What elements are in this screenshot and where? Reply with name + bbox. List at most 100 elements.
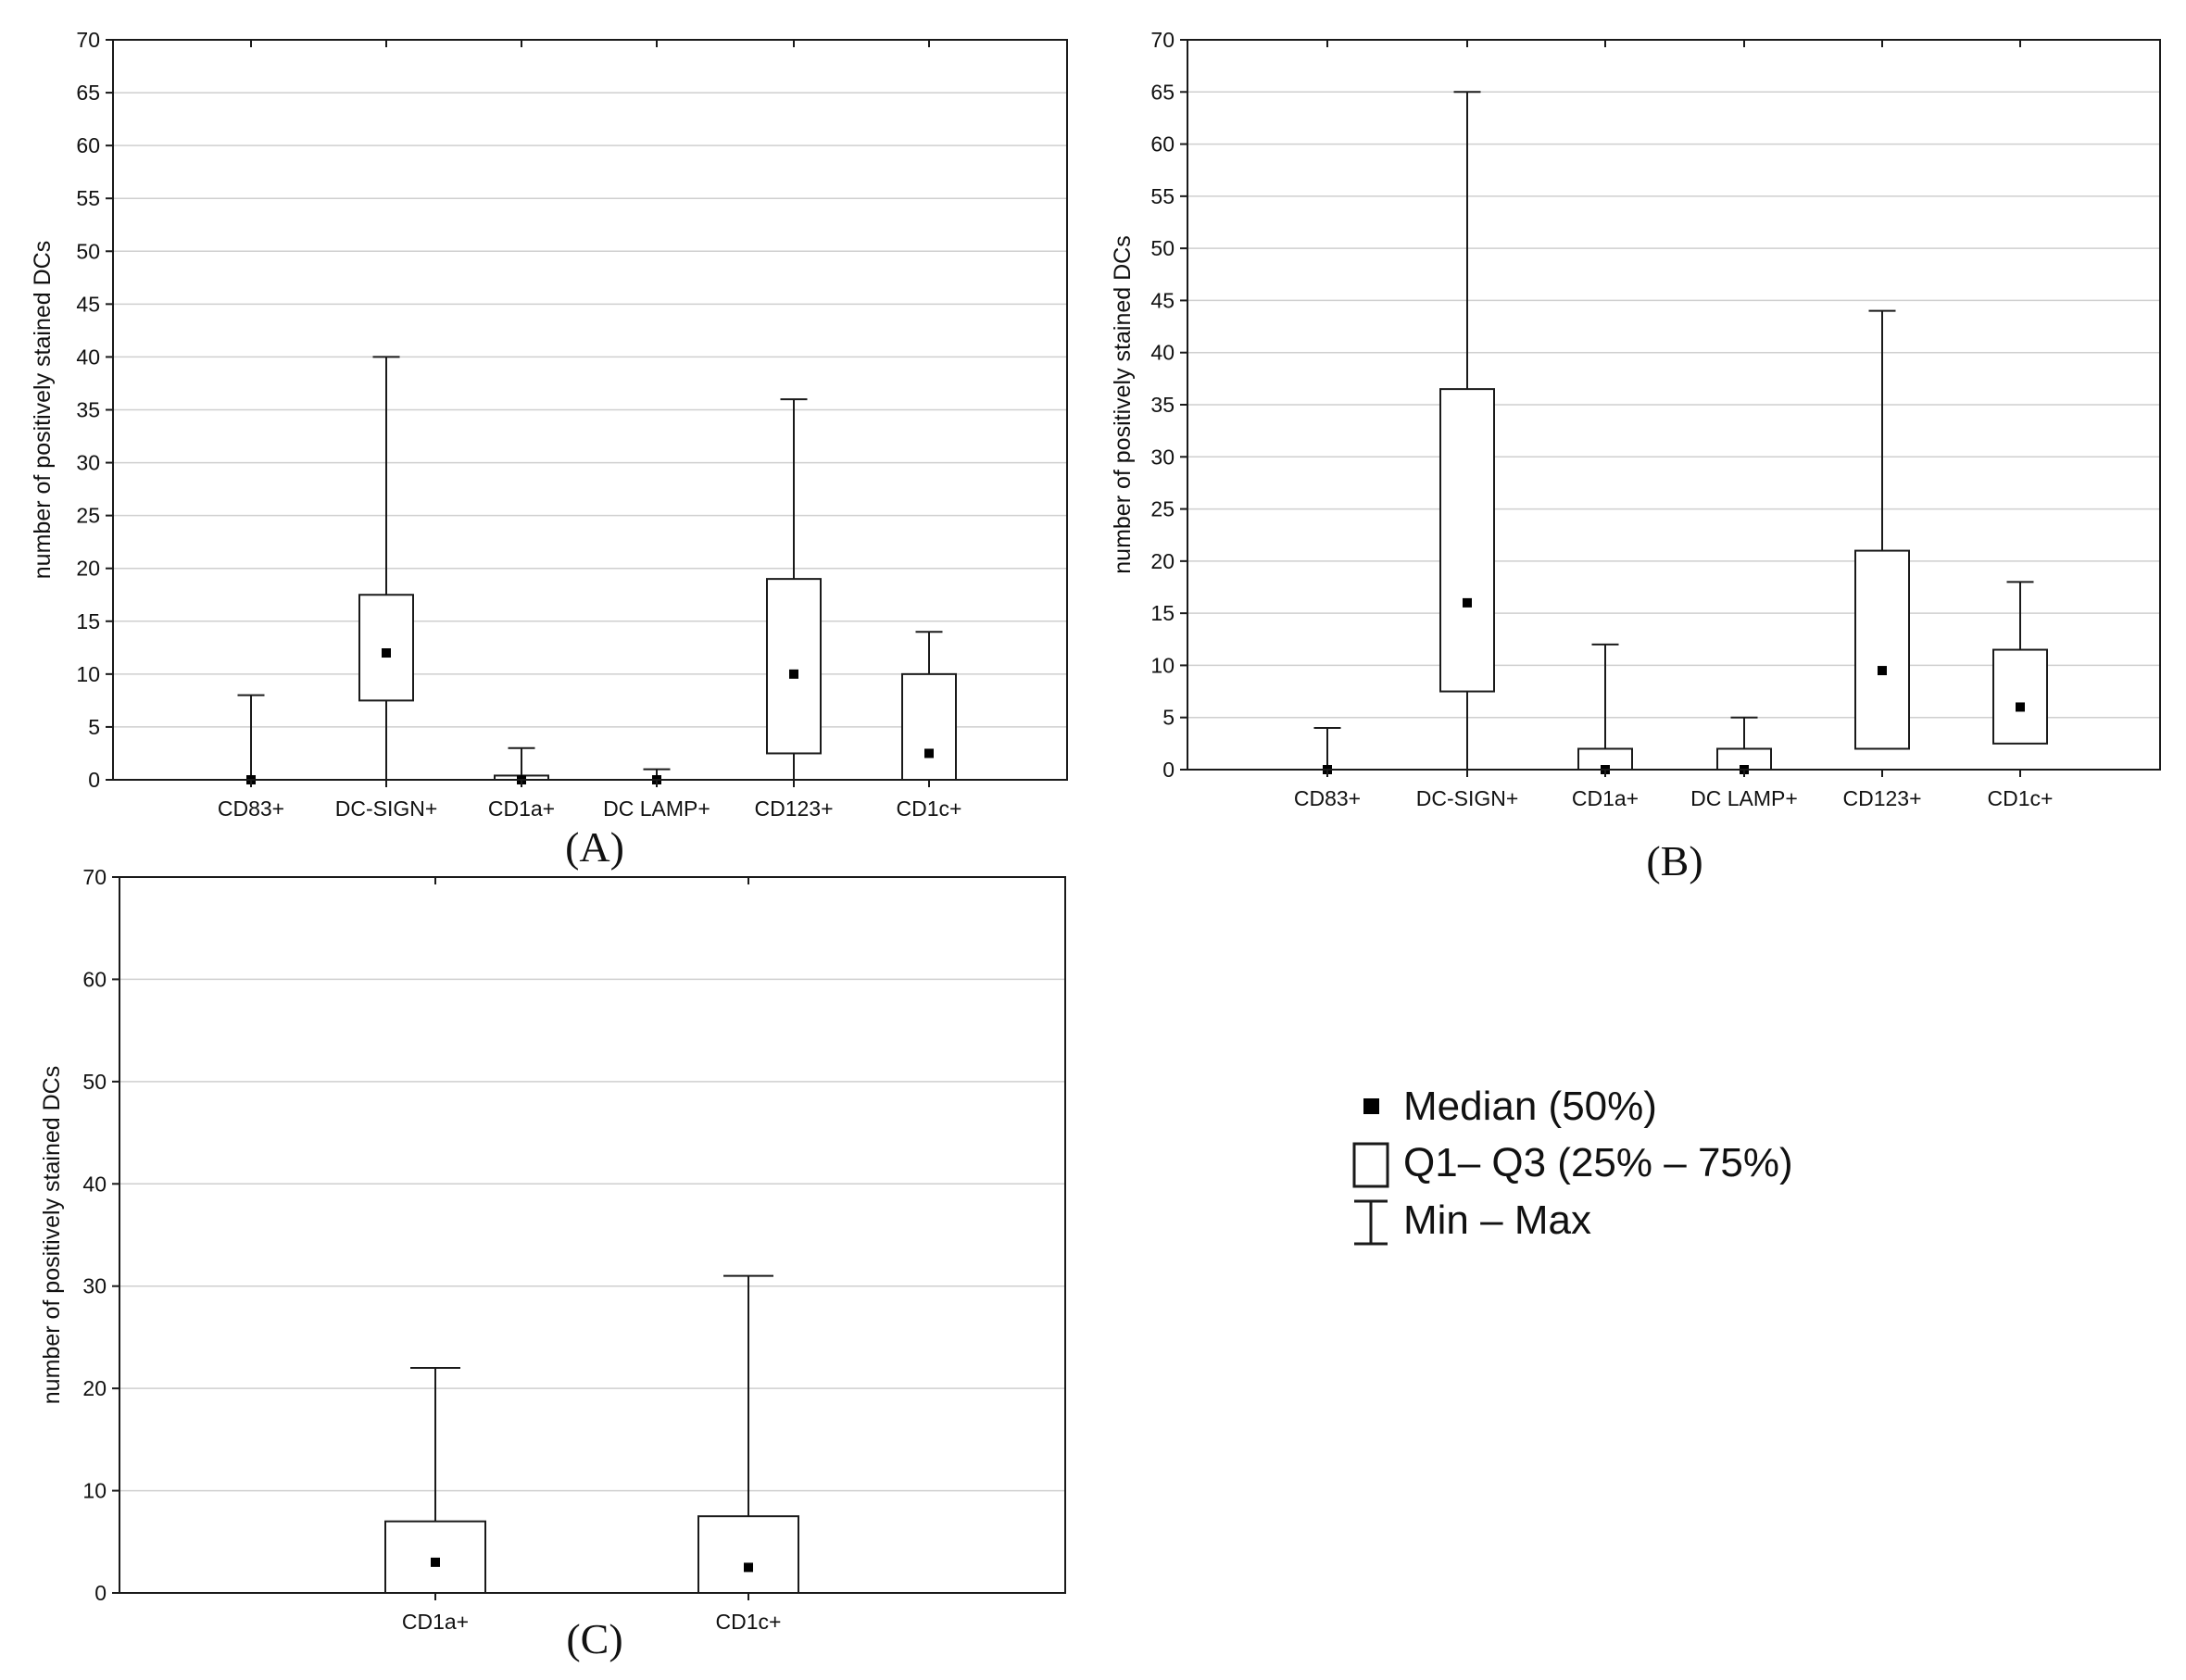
median-marker bbox=[1463, 597, 1472, 608]
panel-b-y-tick-label: 45 bbox=[1150, 288, 1175, 312]
panel-c-label: (C) bbox=[566, 1615, 622, 1662]
panel-c-y-tick-label: 40 bbox=[82, 1172, 107, 1196]
iqr-box bbox=[1439, 388, 1495, 693]
panel-c-y-tick-label: 10 bbox=[82, 1479, 107, 1503]
panel-c-y-axis-label: number of positively stained DCs bbox=[39, 1066, 65, 1404]
median-marker bbox=[382, 648, 391, 658]
panel-a-label: (A) bbox=[565, 823, 624, 871]
panel-b-y-tick-label: 35 bbox=[1150, 393, 1175, 417]
iqr-box bbox=[901, 672, 957, 781]
panel-b-y-tick-label: 15 bbox=[1150, 601, 1175, 625]
iqr-box bbox=[766, 578, 822, 755]
panel-a-box-6 bbox=[901, 631, 957, 781]
panel-a-y-tick-label: 55 bbox=[76, 186, 100, 210]
legend-range-label: Min – Max bbox=[1403, 1197, 1591, 1243]
median-marker bbox=[431, 1557, 440, 1567]
panel-b: 0 5 10 15 20 25 30 35 40 45 50 55 60 65 70 CD83+ DC-SIG… bbox=[1110, 28, 2161, 884]
panel-c-y-tick-label: 70 bbox=[82, 865, 107, 889]
panel-c-y-tick-label: 60 bbox=[82, 967, 107, 991]
panel-b-box-3 bbox=[1577, 643, 1633, 774]
legend-median-label: Median (50%) bbox=[1403, 1084, 1657, 1129]
panel-a-y-tick-label: 0 bbox=[88, 768, 100, 792]
panel-b-y-tick-label: 25 bbox=[1150, 497, 1175, 521]
iqr-box bbox=[697, 1515, 799, 1595]
iqr-box bbox=[358, 594, 414, 702]
iqr-box bbox=[1854, 549, 1910, 750]
panel-c-boxes bbox=[384, 1274, 799, 1595]
panel-a-box-5 bbox=[766, 398, 822, 781]
panel-b-y-tick-label: 20 bbox=[1150, 549, 1175, 573]
panel-b-x-tick-label: CD1c+ bbox=[1988, 786, 2054, 810]
panel-a-grid bbox=[113, 92, 1067, 728]
iqr-box bbox=[384, 1520, 486, 1594]
panel-c-y-tick-label: 30 bbox=[82, 1274, 107, 1298]
panel-b-y-axis-label: number of positively stained DCs bbox=[1110, 235, 1136, 573]
panel-b-box-5 bbox=[1854, 309, 1910, 750]
panel-a-x-tick-label: CD123+ bbox=[754, 796, 833, 821]
panel-a-y-tick-label: 15 bbox=[76, 609, 100, 633]
panel-b-x-ticks: CD83+ DC-SIGN+ CD1a+ DC LAMP+ CD123+ CD1c+ bbox=[1294, 40, 2054, 810]
panel-a-x-tick-label: CD83+ bbox=[218, 796, 284, 821]
panel-b-box-1 bbox=[1313, 726, 1341, 774]
panel-c-box-2 bbox=[697, 1274, 799, 1595]
panel-b-y-tick-label: 40 bbox=[1150, 341, 1175, 365]
panel-b-y-tick-label: 5 bbox=[1162, 706, 1175, 730]
panel-b-box-2 bbox=[1439, 91, 1495, 771]
panel-b-grid bbox=[1187, 91, 2160, 719]
panel-a-y-tick-label: 35 bbox=[76, 398, 100, 422]
median-marker bbox=[924, 748, 934, 759]
panel-b-x-tick-label: CD1a+ bbox=[1572, 786, 1639, 810]
panel-b-x-tick-label: CD123+ bbox=[1842, 786, 1921, 810]
panel-a-x-tick-label: CD1a+ bbox=[488, 796, 555, 821]
panel-b-label: (B) bbox=[1646, 837, 1702, 884]
panel-a-y-tick-label: 40 bbox=[76, 345, 100, 369]
panel-a-box-2 bbox=[358, 356, 414, 781]
panel-b-y-tick-label: 60 bbox=[1150, 132, 1175, 157]
median-marker bbox=[789, 669, 798, 679]
panel-b-x-tick-label: DC-SIGN+ bbox=[1416, 786, 1519, 810]
panel-a-x-tick-label: CD1c+ bbox=[897, 796, 962, 821]
panel-a-y-tick-label: 65 bbox=[76, 81, 100, 105]
panel-a-boxes bbox=[237, 356, 957, 784]
panel-a-y-ticks: 0 5 10 15 20 25 30 35 40 45 50 55 60 65 70 bbox=[76, 28, 113, 792]
median-marker bbox=[744, 1562, 753, 1573]
panel-c-x-tick-label: CD1c+ bbox=[716, 1610, 782, 1634]
panel-a-x-ticks: CD83+ DC-SIGN+ CD1a+ DC LAMP+ CD123+ CD1c+ bbox=[218, 40, 962, 821]
panel-b-y-tick-label: 70 bbox=[1150, 28, 1175, 52]
panel-b-y-tick-label: 55 bbox=[1150, 184, 1175, 208]
median-marker bbox=[2016, 702, 2025, 712]
panel-a-y-tick-label: 50 bbox=[76, 239, 100, 263]
legend-box-label: Q1– Q3 (25% – 75%) bbox=[1403, 1140, 1793, 1185]
panel-c-y-tick-label: 0 bbox=[94, 1581, 107, 1605]
legend-median-marker bbox=[1363, 1098, 1379, 1114]
panel-c-x-tick-label: CD1a+ bbox=[402, 1610, 469, 1634]
panel-b-y-tick-label: 0 bbox=[1162, 758, 1175, 782]
panel-a-y-tick-label: 70 bbox=[76, 28, 100, 52]
panel-b-box-4 bbox=[1716, 716, 1772, 774]
panel-c: 0 10 20 30 40 50 60 70 CD1a+ CD1c+ number of pos… bbox=[39, 865, 1066, 1662]
panel-a-x-tick-label: DC LAMP+ bbox=[603, 796, 710, 821]
panel-c-grid bbox=[119, 978, 1065, 1492]
panel-b-boxes bbox=[1313, 91, 2048, 774]
iqr-box bbox=[1992, 648, 2048, 745]
panel-c-y-tick-label: 20 bbox=[82, 1376, 107, 1400]
panel-a: 0 5 10 15 20 25 30 35 40 45 50 55 60 65 70 CD83+ DC-SIG… bbox=[30, 28, 1068, 871]
panel-b-y-tick-label: 50 bbox=[1150, 236, 1175, 260]
panel-b-y-tick-label: 65 bbox=[1150, 80, 1175, 104]
panel-a-box-1 bbox=[237, 694, 265, 784]
median-marker bbox=[1878, 666, 1887, 676]
panel-c-y-ticks: 0 10 20 30 40 50 60 70 bbox=[82, 865, 119, 1605]
panel-a-y-tick-label: 30 bbox=[76, 451, 100, 475]
panel-a-y-tick-label: 20 bbox=[76, 557, 100, 581]
panel-c-y-tick-label: 50 bbox=[82, 1070, 107, 1094]
panel-b-x-tick-label: DC LAMP+ bbox=[1690, 786, 1798, 810]
panel-a-y-tick-label: 10 bbox=[76, 662, 100, 686]
panel-a-y-tick-label: 25 bbox=[76, 504, 100, 528]
legend: Median (50%) Q1– Q3 (25% – 75%) Min – Ma… bbox=[1352, 1084, 1793, 1246]
panel-a-y-tick-label: 45 bbox=[76, 292, 100, 316]
legend-box-marker bbox=[1352, 1142, 1389, 1188]
panel-b-y-ticks: 0 5 10 15 20 25 30 35 40 45 50 55 60 65 70 bbox=[1150, 28, 1187, 782]
panel-b-box-6 bbox=[1992, 581, 2048, 745]
panel-c-x-ticks: CD1a+ CD1c+ bbox=[402, 877, 782, 1634]
